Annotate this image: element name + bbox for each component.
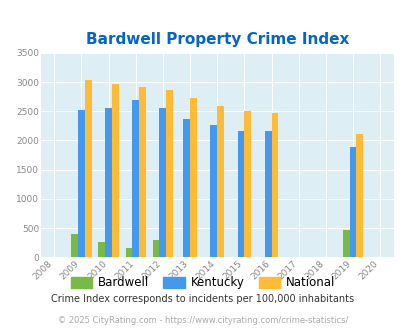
Title: Bardwell Property Crime Index: Bardwell Property Crime Index: [85, 32, 348, 48]
Bar: [183, 118, 190, 257]
Bar: [132, 100, 139, 257]
Bar: [190, 98, 196, 257]
Bar: [98, 242, 105, 257]
Bar: [139, 87, 145, 257]
Legend: Bardwell, Kentucky, National: Bardwell, Kentucky, National: [66, 272, 339, 294]
Text: Crime Index corresponds to incidents per 100,000 inhabitants: Crime Index corresponds to incidents per…: [51, 294, 354, 304]
Bar: [217, 106, 224, 257]
Bar: [105, 108, 112, 257]
Bar: [71, 234, 78, 257]
Bar: [112, 84, 118, 257]
Bar: [342, 230, 349, 257]
Bar: [166, 90, 173, 257]
Text: © 2025 CityRating.com - https://www.cityrating.com/crime-statistics/: © 2025 CityRating.com - https://www.city…: [58, 315, 347, 325]
Bar: [152, 240, 159, 257]
Bar: [78, 110, 85, 257]
Bar: [237, 131, 244, 257]
Bar: [264, 131, 271, 257]
Bar: [356, 134, 362, 257]
Bar: [125, 248, 132, 257]
Bar: [244, 111, 251, 257]
Bar: [271, 113, 278, 257]
Bar: [210, 125, 217, 257]
Bar: [349, 147, 356, 257]
Bar: [159, 108, 166, 257]
Bar: [85, 80, 91, 257]
